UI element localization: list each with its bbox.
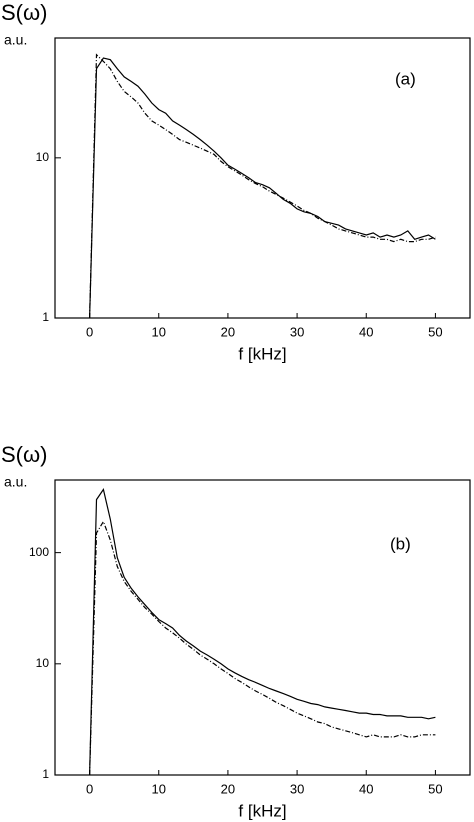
y-tick-label: 1 (42, 310, 49, 324)
panel-label: (a) (395, 69, 416, 88)
x-tick-label: 0 (86, 324, 93, 339)
y-axis-label: S(ω) (1, 0, 48, 25)
data-line (89, 488, 436, 776)
y-axis-unit: a.u. (4, 474, 27, 490)
y-tick-label: 100 (29, 545, 49, 559)
data-line (89, 57, 436, 319)
plot-frame (54, 479, 471, 776)
x-tick-label: 50 (428, 324, 442, 339)
y-axis-label: S(ω) (1, 442, 48, 467)
x-tick-label: 40 (359, 781, 373, 796)
x-tick-label: 10 (152, 324, 166, 339)
x-tick-label: 10 (152, 781, 166, 796)
x-axis-label: f [kHz] (238, 344, 286, 363)
data-line (89, 53, 436, 319)
y-tick-label: 10 (36, 656, 50, 670)
y-tick-label: 1 (42, 767, 49, 781)
data-line (89, 520, 436, 776)
y-tick-label: 10 (36, 150, 50, 164)
x-tick-label: 40 (359, 324, 373, 339)
x-axis-label: f [kHz] (238, 801, 286, 820)
x-tick-label: 20 (221, 324, 235, 339)
x-tick-label: 30 (290, 781, 304, 796)
y-axis-unit: a.u. (4, 32, 27, 48)
x-tick-label: 30 (290, 324, 304, 339)
x-tick-label: 0 (86, 781, 93, 796)
plot-frame (54, 37, 471, 319)
x-tick-label: 20 (221, 781, 235, 796)
panel-label: (b) (390, 534, 411, 553)
x-tick-label: 50 (428, 781, 442, 796)
